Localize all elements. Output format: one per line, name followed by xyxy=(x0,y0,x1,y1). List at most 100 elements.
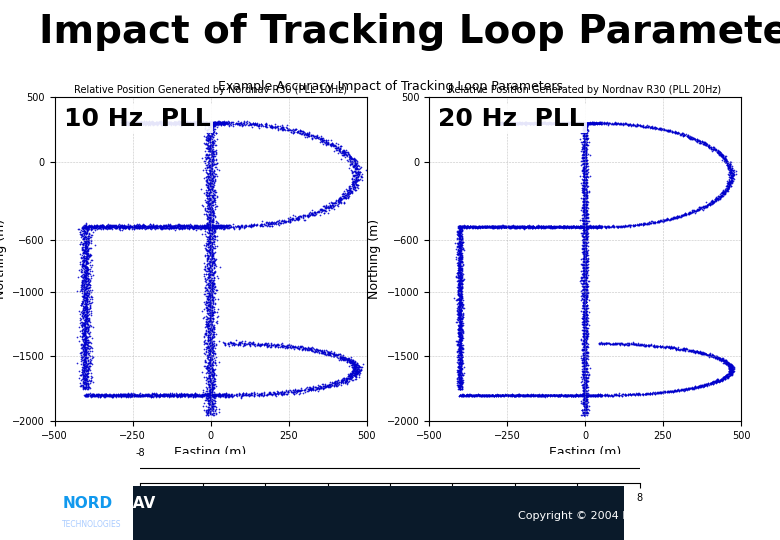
Point xyxy=(188,220,200,229)
Point xyxy=(282,214,295,222)
Point xyxy=(207,118,220,126)
Point xyxy=(544,224,556,232)
Point xyxy=(202,221,215,230)
Point xyxy=(199,390,211,399)
Point xyxy=(457,390,470,399)
Point xyxy=(237,121,250,130)
Point xyxy=(504,119,516,128)
Point xyxy=(227,339,239,347)
Point xyxy=(266,341,278,349)
Point xyxy=(478,222,491,231)
Point xyxy=(452,247,465,255)
Point xyxy=(503,119,516,127)
Point xyxy=(314,134,326,143)
Point xyxy=(497,222,509,231)
Point xyxy=(82,369,94,377)
Point xyxy=(505,223,518,232)
Point xyxy=(688,134,700,143)
Point xyxy=(207,177,219,186)
Point xyxy=(200,348,213,356)
Point xyxy=(349,369,362,377)
Point xyxy=(348,166,360,175)
Point xyxy=(76,245,89,254)
Point xyxy=(453,244,466,253)
Point xyxy=(110,224,122,232)
Point xyxy=(581,224,594,233)
Point xyxy=(456,353,468,362)
Point xyxy=(553,119,566,128)
Point xyxy=(706,198,718,206)
Point xyxy=(534,223,546,232)
Point xyxy=(200,190,212,199)
Point xyxy=(722,163,735,171)
Point xyxy=(207,139,219,147)
Point xyxy=(454,376,466,385)
Point xyxy=(455,221,467,230)
Point xyxy=(681,384,693,393)
Point xyxy=(335,381,347,389)
Point xyxy=(80,305,93,313)
Point xyxy=(497,222,509,231)
Point xyxy=(454,374,466,382)
Point xyxy=(578,139,590,148)
Point xyxy=(206,340,218,348)
Point xyxy=(455,222,467,231)
Point xyxy=(197,119,209,127)
Point xyxy=(593,119,605,127)
Point xyxy=(206,247,218,256)
Point xyxy=(254,220,267,229)
Point xyxy=(676,211,689,220)
Point xyxy=(579,390,591,399)
Point xyxy=(584,223,597,232)
Point xyxy=(634,220,647,229)
Point xyxy=(456,245,468,253)
Point xyxy=(567,118,580,127)
Point xyxy=(332,200,344,209)
Point xyxy=(207,281,219,290)
Point xyxy=(532,392,544,400)
Point xyxy=(207,382,220,391)
Point xyxy=(578,301,590,309)
Point xyxy=(208,261,221,269)
Point xyxy=(630,340,643,348)
Point xyxy=(642,123,654,131)
Point xyxy=(208,391,221,400)
Point xyxy=(574,274,587,282)
Point xyxy=(187,223,200,232)
Point xyxy=(209,381,222,390)
Point xyxy=(180,220,193,229)
Point xyxy=(479,392,491,400)
Point xyxy=(257,341,270,349)
Point xyxy=(725,366,737,375)
Point xyxy=(119,119,131,127)
Point xyxy=(550,119,562,128)
Point xyxy=(721,158,733,167)
Point xyxy=(579,336,591,345)
Point xyxy=(581,328,594,337)
Point xyxy=(578,208,590,217)
Point xyxy=(276,341,289,350)
Point xyxy=(115,390,127,399)
Point xyxy=(677,386,690,395)
Point xyxy=(516,390,529,399)
Point xyxy=(169,118,182,126)
Point xyxy=(146,119,158,127)
Point xyxy=(213,118,225,127)
Point xyxy=(80,222,92,231)
Point xyxy=(80,314,93,322)
Point xyxy=(201,138,214,147)
Point xyxy=(87,391,100,400)
Point xyxy=(452,374,465,382)
Point xyxy=(76,358,89,367)
Point xyxy=(566,222,579,231)
Point xyxy=(205,370,218,379)
Point xyxy=(80,332,92,341)
Point xyxy=(102,220,115,228)
Point xyxy=(207,270,219,279)
Point xyxy=(119,118,131,127)
Point xyxy=(523,391,536,400)
Point xyxy=(583,369,595,378)
Point xyxy=(722,372,734,381)
Point xyxy=(579,349,591,357)
Point xyxy=(202,252,215,261)
